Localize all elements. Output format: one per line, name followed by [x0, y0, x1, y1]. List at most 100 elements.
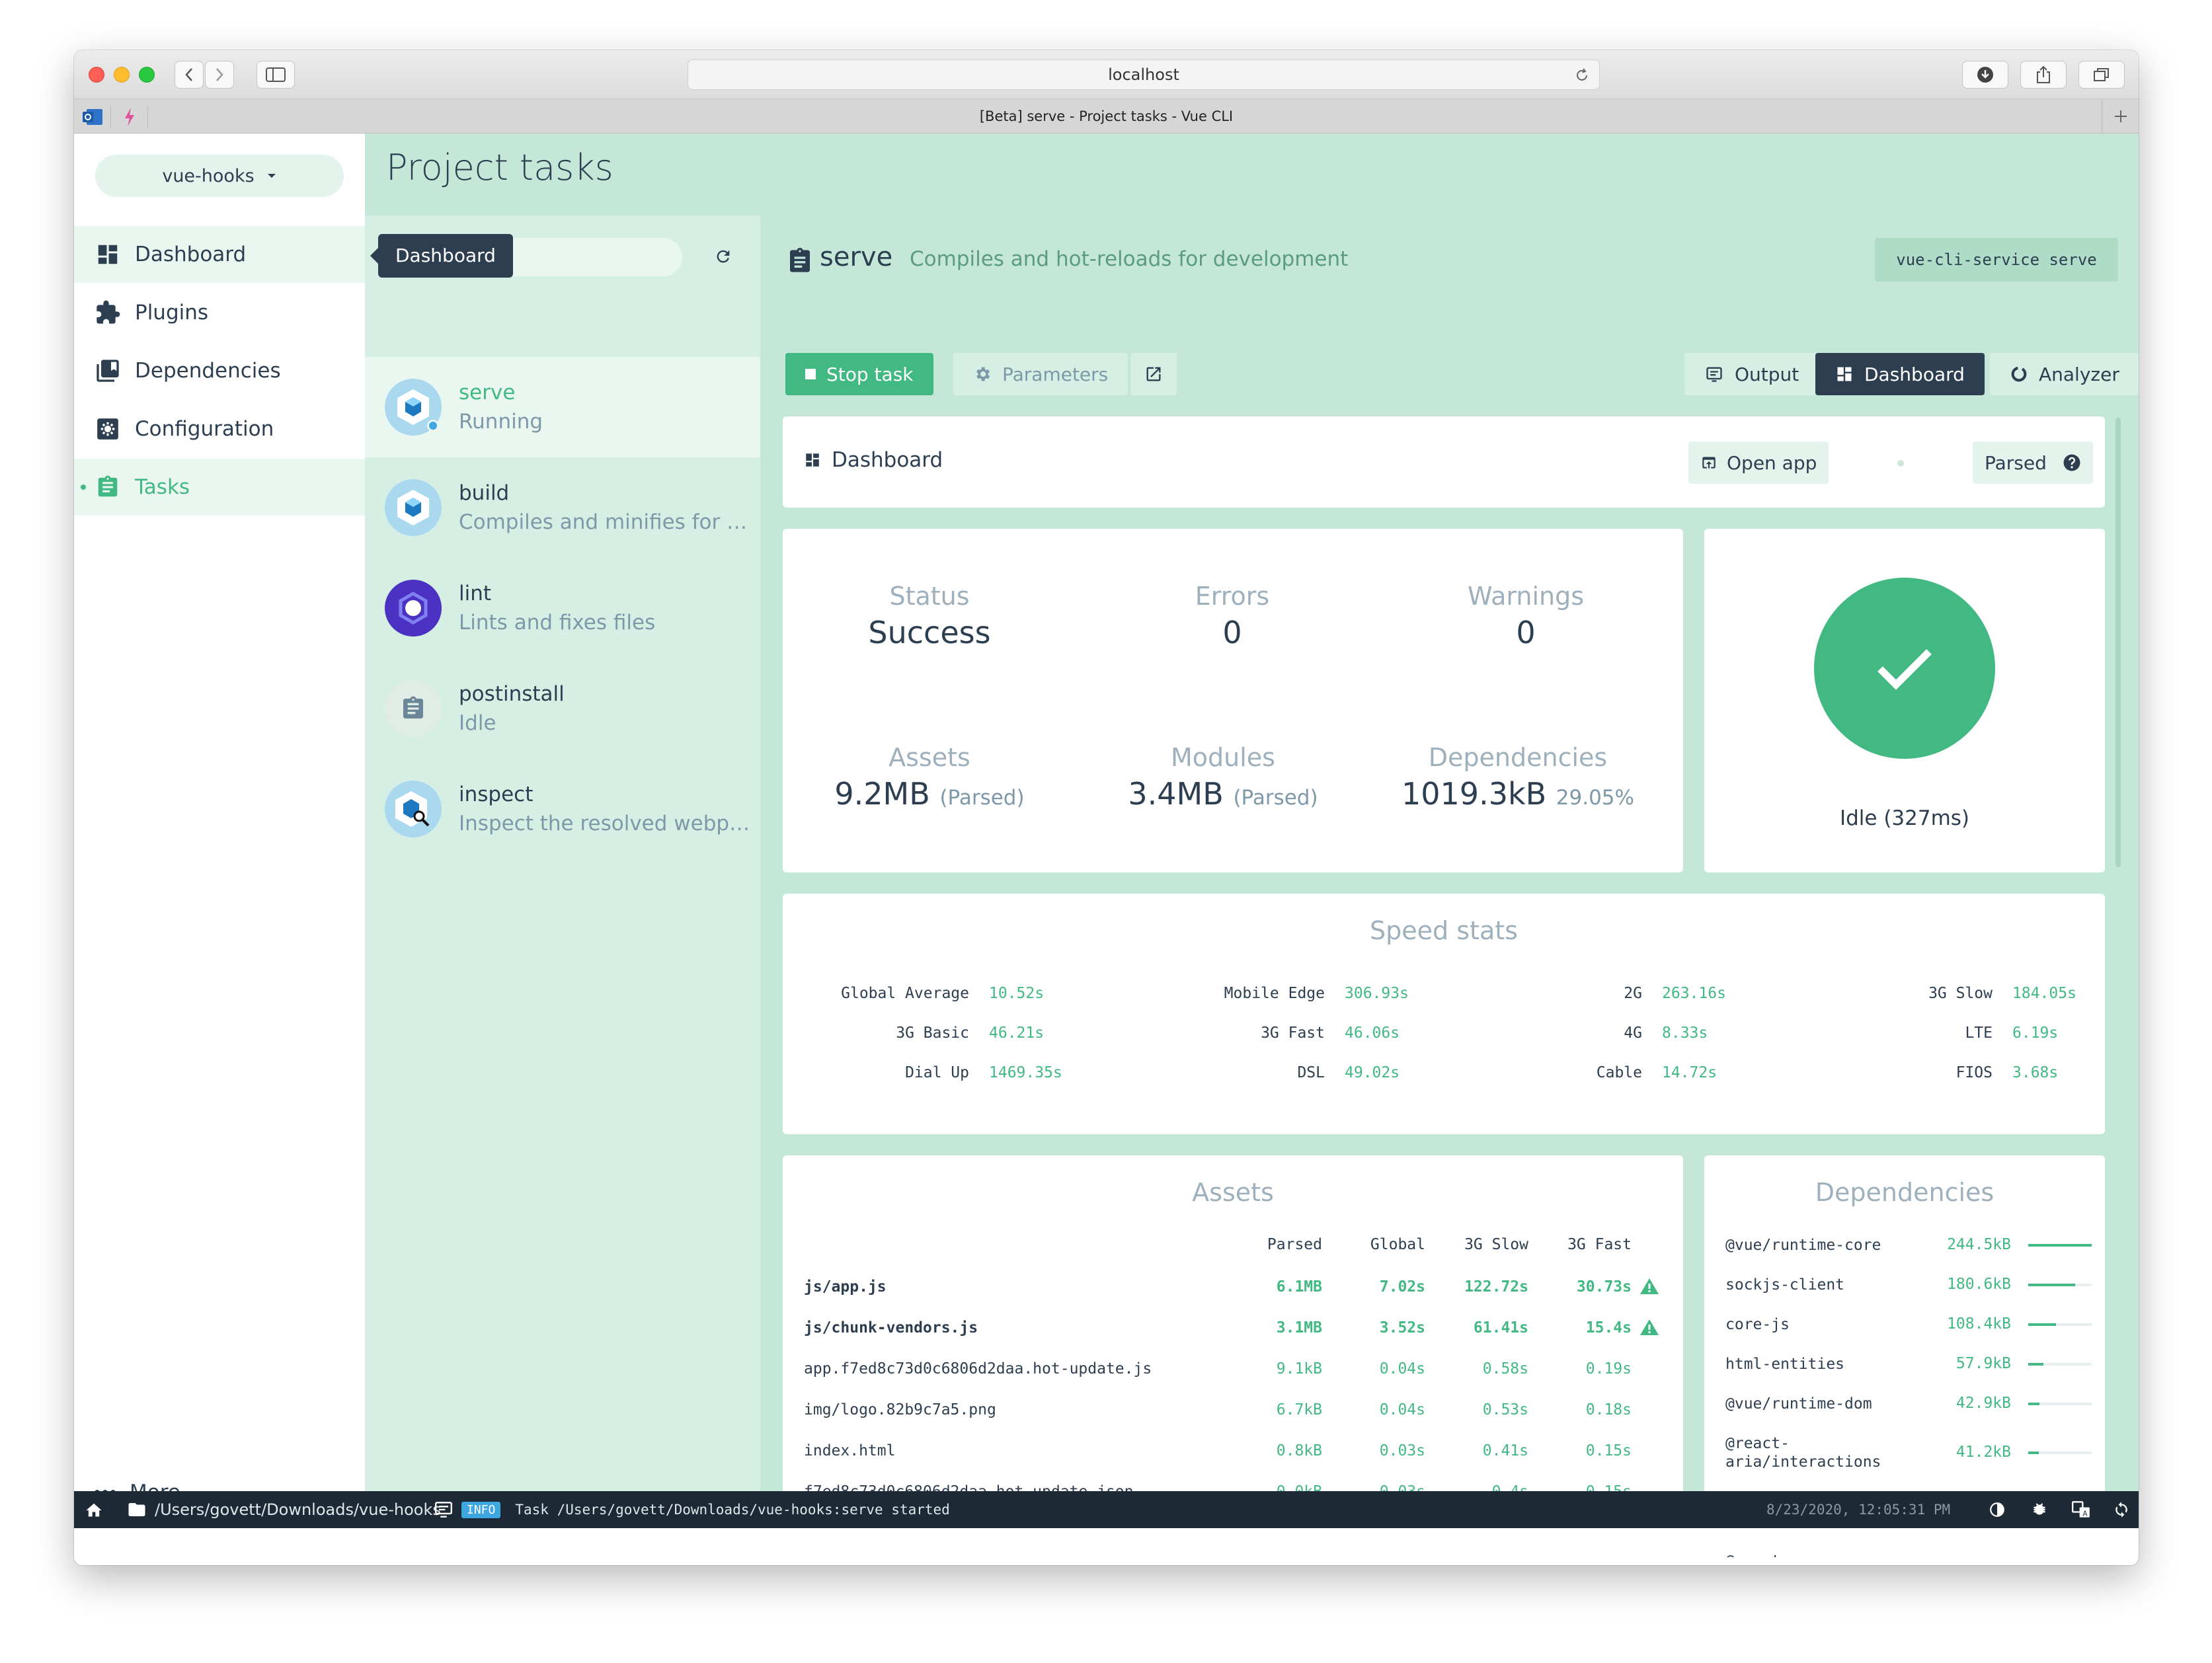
- output-tab-button[interactable]: Output: [1684, 353, 1819, 395]
- translate-button[interactable]: A: [2072, 1491, 2090, 1528]
- task-search-input[interactable]: [484, 238, 682, 276]
- open-app-button[interactable]: Open app: [1688, 442, 1829, 484]
- sidebar-toggle-button[interactable]: [257, 61, 295, 89]
- task-item-postinstall[interactable]: postinstall Idle: [365, 658, 760, 759]
- speed-stat-label: Mobile Edge: [1224, 985, 1325, 1002]
- terminal-icon: [1706, 367, 1722, 382]
- stat-number: 9.2MB: [834, 776, 930, 812]
- sidebar-item-dashboard[interactable]: Dashboard: [74, 226, 365, 283]
- console-log-button[interactable]: INFO Task /Users/govett/Downloads/vue-ho…: [434, 1491, 950, 1528]
- zoom-window-button[interactable]: [139, 67, 155, 83]
- forward-button[interactable]: [205, 61, 234, 89]
- speed-stat-item: 3G Slow 184.05s: [1814, 985, 2076, 1002]
- browser-toolbar: localhost: [74, 50, 2139, 99]
- sidebar-item-dependencies[interactable]: Dependencies: [74, 342, 365, 399]
- stat-errors: Errors 0: [1093, 582, 1371, 650]
- asset-row[interactable]: app.f7ed8c73d0c6806d2daa.hot-update.js 9.…: [783, 1360, 1683, 1400]
- dependency-size: 180.6kB: [1947, 1276, 2011, 1293]
- warning-icon: [1640, 1278, 1659, 1294]
- running-indicator: [427, 420, 439, 432]
- asset-row[interactable]: index.html 0.8kB 0.03s 0.41s 0.15s: [783, 1442, 1683, 1482]
- dependency-name: @vue/runtime-dom: [1725, 1395, 1872, 1412]
- task-item-lint[interactable]: lint Lints and fixes files: [365, 558, 760, 658]
- asset-slow: 0.53s: [1482, 1401, 1528, 1418]
- project-path-button[interactable]: /Users/govett/Downloads/vue-hooks: [127, 1491, 441, 1528]
- bolt-icon: [124, 108, 134, 126]
- analyzer-tab-button[interactable]: Analyzer: [1990, 353, 2139, 395]
- share-button[interactable]: [2020, 61, 2067, 89]
- dark-mode-button[interactable]: [1989, 1491, 2006, 1528]
- stat-dependencies: Dependencies 1019.3kB 29.05%: [1379, 743, 1657, 812]
- help-button[interactable]: [2051, 442, 2093, 484]
- task-description: Lints and fixes files: [459, 611, 656, 635]
- dependency-size-bar: [2028, 1284, 2092, 1286]
- asset-parsed: 0.8kB: [1276, 1442, 1322, 1459]
- log-level-badge: INFO: [461, 1501, 501, 1518]
- task-item-build[interactable]: build Compiles and minifies for …: [365, 457, 760, 558]
- dependency-size-bar-fill: [2028, 1403, 2039, 1405]
- asset-row[interactable]: js/chunk-vendors.js 3.1MB 3.52s 61.41s 15.4s: [783, 1319, 1683, 1359]
- stat-label: Modules: [1171, 743, 1275, 772]
- minimize-window-button[interactable]: [114, 67, 130, 83]
- stat-modules: Modules 3.4MB (Parsed): [1084, 743, 1362, 812]
- sidebar-item-tasks[interactable]: Tasks: [74, 459, 365, 516]
- asset-file: app.f7ed8c73d0c6806d2daa.hot-update.js: [804, 1360, 1152, 1377]
- open-in-browser-icon: [1702, 457, 1716, 469]
- asset-row[interactable]: img/logo.82b9c7a5.png 6.7kB 0.04s 0.53s 0.18…: [783, 1401, 1683, 1441]
- address-bar[interactable]: localhost: [688, 59, 1600, 90]
- content-scrollbar[interactable]: [2115, 418, 2121, 867]
- asset-parsed: 6.7kB: [1276, 1401, 1322, 1418]
- help-icon: [2063, 454, 2080, 471]
- webpack-inspect-icon: [385, 781, 442, 837]
- sidebar-item-plugins[interactable]: Plugins: [74, 284, 365, 341]
- task-item-inspect[interactable]: inspect Inspect the resolved webp…: [365, 759, 760, 859]
- back-button[interactable]: [175, 61, 204, 89]
- caret-down-icon: [267, 174, 276, 178]
- report-bug-button[interactable]: [2031, 1491, 2048, 1528]
- asset-fast: 0.19s: [1585, 1360, 1632, 1377]
- close-window-button[interactable]: [89, 67, 104, 83]
- project-selector[interactable]: vue-hooks: [95, 155, 344, 197]
- dashboard-tab-button[interactable]: Dashboard: [1815, 353, 1985, 395]
- dependency-size-bar-fill: [2028, 1244, 2092, 1247]
- stat-assets: Assets 9.2MB (Parsed): [791, 743, 1068, 812]
- refresh-tasks-button[interactable]: [709, 242, 738, 271]
- sidebar-item-configuration[interactable]: Configuration: [74, 401, 365, 457]
- speed-stat-value: 306.93s: [1345, 985, 1409, 1002]
- asset-parsed: 9.1kB: [1276, 1360, 1322, 1377]
- open-in-new-button[interactable]: [1130, 353, 1177, 395]
- asset-global: 0.03s: [1379, 1442, 1425, 1459]
- tabs-overview-button[interactable]: [2078, 61, 2125, 89]
- refresh-button[interactable]: [2113, 1491, 2130, 1528]
- sidebar-icon: [266, 67, 286, 82]
- downloads-button[interactable]: [1962, 61, 2008, 89]
- new-tab-button[interactable]: [2102, 99, 2139, 134]
- speed-stat-label: 4G: [1624, 1025, 1642, 1042]
- dependency-name: @react-: [1725, 1552, 1924, 1557]
- speed-stat-label: LTE: [1965, 1025, 1993, 1042]
- tab-title[interactable]: [Beta] serve - Project tasks - Vue CLI: [979, 108, 1234, 124]
- status-label: Idle (327ms): [1839, 806, 1970, 830]
- dependencies-title: Dependencies: [1815, 1178, 1995, 1207]
- home-button[interactable]: [85, 1491, 103, 1528]
- asset-fast: 0.18s: [1585, 1401, 1632, 1418]
- translate-icon: A: [2072, 1501, 2090, 1518]
- dependencies-card: Dependencies @vue/runtime-core 244.5kB soc…: [1704, 1155, 2105, 1557]
- outlook-tab-icon[interactable]: [74, 106, 111, 128]
- browser-window: localhost [Beta] serve - Project tasks -…: [74, 50, 2139, 1565]
- column-header-global: Global: [1370, 1236, 1425, 1253]
- stop-task-button[interactable]: Stop task: [785, 353, 933, 395]
- dependency-size-bar-fill: [2028, 1284, 2075, 1286]
- stat-label: Errors: [1195, 582, 1270, 611]
- dependency-size: 108.4kB: [1947, 1315, 2011, 1333]
- stat-label: Status: [889, 582, 970, 611]
- success-check-icon: [1814, 578, 1995, 759]
- task-item-serve[interactable]: serve Running: [365, 357, 760, 457]
- asset-fast: 0.15s: [1585, 1442, 1632, 1459]
- asset-row[interactable]: js/app.js 6.1MB 7.02s 122.72s 30.73s: [783, 1278, 1683, 1318]
- reload-icon[interactable]: [1574, 67, 1590, 83]
- parameters-button[interactable]: Parameters: [953, 353, 1128, 395]
- svg-text:A: A: [2082, 1510, 2088, 1518]
- chevron-right-icon: [216, 68, 223, 81]
- bolt-tab-icon[interactable]: [111, 106, 148, 128]
